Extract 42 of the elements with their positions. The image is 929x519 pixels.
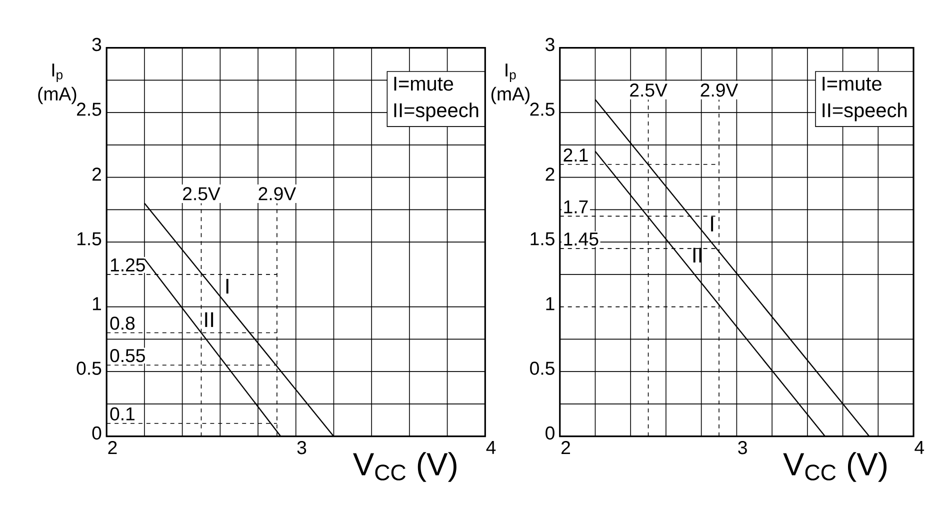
y-tick-label: 3	[546, 38, 554, 52]
ref-line-label: 0.1	[110, 407, 134, 420]
y-axis-title: I$_{p}$ (mA)	[491, 64, 530, 104]
x-tick-label: 3	[297, 441, 306, 454]
annotation: II=speech	[394, 102, 478, 122]
ref-line-label: 2.1	[564, 148, 588, 162]
y-tick-label: 2.5	[76, 102, 102, 116]
x-axis-title: V$_{CC}$ (V)	[353, 452, 456, 482]
ref-line-label: 0.8	[110, 316, 135, 330]
y-tick-label: 2	[92, 168, 101, 181]
annotation: I=mute	[822, 76, 882, 91]
ref-line-label: 2.5V	[183, 187, 220, 200]
y-tick-label: 0.5	[76, 362, 102, 375]
annotation: I=mute	[394, 76, 454, 91]
ref-line-label: 2.5V	[630, 84, 668, 97]
y-tick-label: 1	[546, 297, 554, 310]
y-tick-label: 1.5	[77, 232, 102, 246]
y-tick-label: 1	[92, 297, 101, 310]
y-axis-title: I$_{p}$ (mA)	[38, 64, 76, 104]
ref-line-label: 2.9V	[258, 187, 296, 200]
y-tick-label: 2	[546, 168, 554, 181]
annotation: II=speech	[822, 102, 907, 122]
x-tick-label: 4	[486, 441, 496, 454]
y-tick-label: 0	[92, 426, 102, 440]
ref-line-label: 1.7	[564, 200, 588, 214]
x-tick-label: 2	[562, 441, 570, 454]
ref-line-label: 1.45	[564, 232, 598, 246]
ref-line-label: 1.25	[110, 258, 145, 272]
series-label: II	[205, 312, 214, 327]
ref-line-label: 0.55	[110, 349, 145, 362]
x-tick-label: 2	[108, 441, 117, 454]
x-tick-label: 4	[914, 441, 924, 454]
y-tick-label: 0	[546, 426, 554, 440]
ref-line-label: 2.9V	[700, 84, 738, 97]
y-tick-label: 1.5	[530, 232, 554, 246]
x-tick-label: 3	[738, 441, 747, 454]
y-tick-label: 3	[92, 38, 102, 52]
series-label: I	[226, 278, 228, 294]
x-axis-title: V$_{CC}$ (V)	[783, 452, 887, 482]
series-label: I	[711, 216, 714, 232]
y-tick-label: 0.5	[530, 362, 554, 375]
y-tick-label: 2.5	[530, 102, 554, 116]
